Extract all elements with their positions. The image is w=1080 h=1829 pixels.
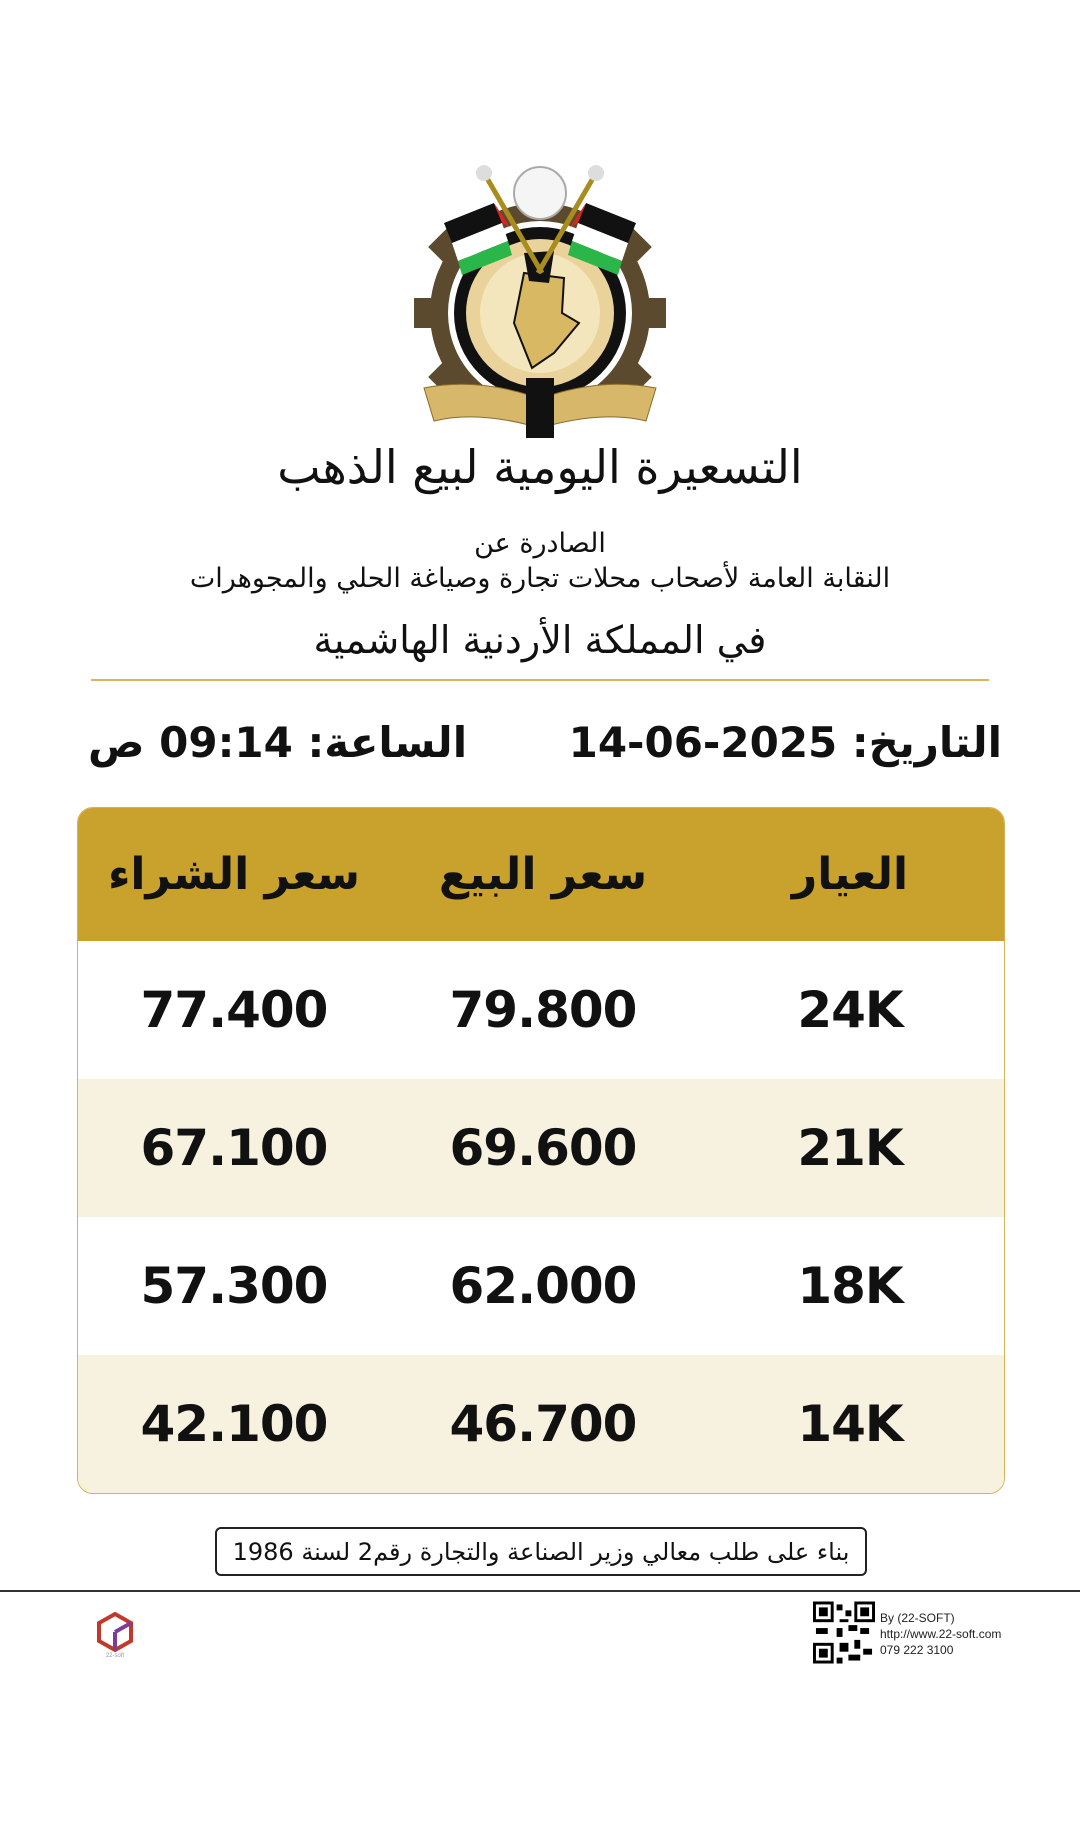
svg-text:22-soft: 22-soft — [106, 1653, 125, 1658]
footer-divider — [0, 1590, 1080, 1592]
sell-price-cell: 46.700 — [449, 1395, 638, 1453]
date-label: التاريخ: — [851, 718, 1002, 767]
date-value: 14-06-2025 — [568, 718, 838, 767]
buy-price-cell: 57.300 — [140, 1257, 329, 1315]
karat-cell: 21K — [797, 1119, 903, 1177]
credit-block: By (22-SOFT) http://www.22-soft.com 079 … — [880, 1610, 1001, 1658]
credit-by: By (22-SOFT) — [880, 1611, 955, 1625]
legal-note: بناء على طلب معالي وزير الصناعة والتجارة… — [215, 1527, 867, 1576]
sell-price-cell: 62.000 — [449, 1257, 638, 1315]
jordan-flag-right — [568, 203, 636, 275]
country-name: في المملكة الأردنية الهاشمية — [313, 618, 767, 662]
jordan-flag-left — [444, 203, 512, 275]
column-header-buy: سعر الشراء — [107, 849, 361, 900]
column-header-karat: العيار — [791, 849, 909, 900]
time-label: الساعة: — [307, 718, 468, 767]
column-header-sell: سعر البيع — [438, 849, 648, 900]
credit-url[interactable]: http://www.22-soft.com — [880, 1627, 1002, 1641]
table-row: 14K 46.700 42.100 — [78, 1355, 1004, 1493]
syndicate-logo — [414, 165, 666, 438]
karat-cell: 14K — [797, 1395, 903, 1453]
buy-price-cell: 77.400 — [140, 981, 329, 1039]
table-header: العيار سعر البيع سعر الشراء — [78, 808, 1004, 941]
sell-price-cell: 69.600 — [449, 1119, 638, 1177]
karat-cell: 24K — [797, 981, 903, 1039]
issued-by-label: الصادرة عن — [474, 528, 606, 559]
time-value: 09:14 ص — [88, 718, 293, 767]
qr-code — [813, 1601, 875, 1664]
divider — [91, 679, 989, 681]
table-row: 24K 79.800 77.400 — [78, 941, 1004, 1079]
table-row: 21K 69.600 67.100 — [78, 1079, 1004, 1217]
credit-phone: 079 222 3100 — [880, 1643, 954, 1657]
buy-price-cell: 42.100 — [140, 1395, 329, 1453]
time-row: الساعة: 09:14 ص — [88, 718, 467, 767]
buy-price-cell: 67.100 — [140, 1119, 329, 1177]
sell-price-cell: 79.800 — [449, 981, 638, 1039]
organization-name: النقابة العامة لأصحاب محلات تجارة وصياغة… — [189, 563, 891, 594]
price-table: العيار سعر البيع سعر الشراء 24K 79.800 7… — [77, 807, 1005, 1494]
date-row: التاريخ: 14-06-2025 — [569, 718, 1002, 767]
karat-cell: 18K — [797, 1257, 903, 1315]
22-soft-logo: 22-soft — [97, 1612, 133, 1658]
page-title: التسعيرة اليومية لبيع الذهب — [277, 440, 803, 494]
table-row: 18K 62.000 57.300 — [78, 1217, 1004, 1355]
